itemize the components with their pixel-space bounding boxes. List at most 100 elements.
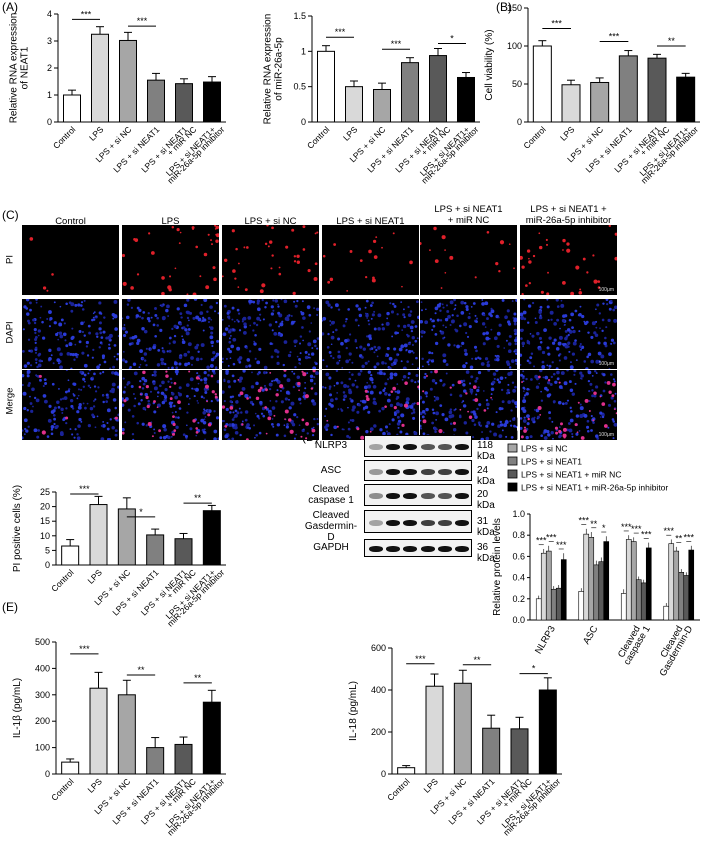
blot-band bbox=[437, 444, 452, 450]
micro-image bbox=[420, 225, 517, 295]
micro-image bbox=[122, 225, 219, 295]
micro-column-label: Control bbox=[55, 216, 86, 227]
scale-bar-label: 100μm bbox=[598, 361, 614, 367]
blot-protein-label: NLRP3 bbox=[314, 440, 348, 451]
legend-swatch bbox=[507, 469, 518, 479]
x-tick-label: LPS bbox=[421, 776, 440, 795]
blot-protein-label: Gasdermin-D bbox=[304, 521, 358, 543]
y-tick-label: 100 bbox=[507, 41, 522, 51]
bar bbox=[453, 682, 472, 775]
y-axis-label: of miR-26a-5p bbox=[274, 37, 285, 101]
significance-label: * bbox=[139, 507, 143, 517]
blot-band bbox=[420, 546, 435, 552]
micro-column-label: miR-26a-5p inhibitor bbox=[525, 215, 612, 226]
y-tick-label: 500 bbox=[35, 637, 50, 647]
micro-image bbox=[222, 225, 319, 295]
blot-band bbox=[369, 519, 383, 526]
blot-band bbox=[386, 468, 401, 475]
significance-label: *** bbox=[683, 533, 694, 543]
blot-band bbox=[455, 546, 469, 552]
y-tick-label: 0.8 bbox=[512, 530, 525, 540]
micro-column-label: LPS + si NC bbox=[244, 216, 297, 227]
significance-label: *** bbox=[641, 529, 652, 539]
blot-band bbox=[386, 493, 401, 499]
y-tick-label: 0.6 bbox=[512, 551, 525, 561]
significance-label: ** bbox=[194, 493, 202, 503]
micro-image bbox=[122, 299, 219, 369]
y-axis-label: Relative RNA expression bbox=[263, 14, 274, 125]
panel-label-a: (A) bbox=[2, 0, 18, 14]
panel-label-b: (B) bbox=[496, 0, 512, 14]
y-tick-label: 2 bbox=[47, 63, 52, 73]
micro-column-label: LPS + si NEAT1 bbox=[434, 204, 503, 215]
blot-band bbox=[386, 519, 401, 526]
micro-image bbox=[420, 370, 517, 440]
y-tick-label: 0.5 bbox=[293, 82, 306, 92]
micro-cells bbox=[222, 299, 319, 369]
y-tick-label: 5 bbox=[45, 545, 50, 555]
y-tick-label: 300 bbox=[35, 690, 50, 700]
blot-size-label: 24 kDa bbox=[477, 464, 495, 487]
y-tick-label: 15 bbox=[40, 516, 50, 526]
micro-cells bbox=[520, 299, 617, 369]
micro-cells bbox=[222, 370, 319, 440]
significance-label: *** bbox=[79, 484, 90, 494]
bar bbox=[482, 727, 501, 775]
micro-cells bbox=[22, 299, 119, 369]
blot-protein-label: GAPDH bbox=[313, 542, 349, 553]
micro-cells bbox=[420, 226, 515, 289]
y-axis-label: PI positive cells (%) bbox=[12, 485, 23, 572]
y-tick-label: 400 bbox=[371, 685, 386, 695]
micro-row-label: DAPI bbox=[4, 321, 16, 344]
significance-label: *** bbox=[335, 27, 346, 37]
blot-strip bbox=[364, 484, 472, 506]
blot-band bbox=[403, 546, 418, 552]
y-tick-label: 10 bbox=[40, 531, 50, 541]
blot-strip bbox=[364, 460, 472, 481]
blot-band bbox=[403, 468, 418, 475]
micro-image: 100μm bbox=[520, 225, 617, 295]
y-tick-label: 4 bbox=[47, 9, 52, 19]
micro-image bbox=[22, 370, 119, 440]
significance-label: ** bbox=[675, 534, 683, 544]
blot-band bbox=[455, 519, 469, 526]
blot-band bbox=[455, 468, 469, 475]
bar bbox=[510, 728, 529, 775]
micro-image bbox=[322, 370, 419, 440]
micro-cells bbox=[122, 225, 219, 295]
micro-cells bbox=[322, 299, 419, 369]
bar bbox=[397, 767, 416, 775]
legend-swatch bbox=[507, 482, 518, 492]
significance-label: * bbox=[602, 523, 606, 533]
legend-swatch bbox=[507, 456, 518, 466]
legend-label: LPS + si NEAT1 bbox=[521, 457, 582, 467]
blot-protein-label: ASC bbox=[320, 464, 342, 476]
y-tick-label: 1 bbox=[47, 90, 52, 100]
bar bbox=[538, 689, 557, 775]
y-tick-label: 3 bbox=[47, 36, 52, 46]
y-tick-label: 600 bbox=[371, 643, 386, 653]
y-axis-label: IL-18 (pg/mL) bbox=[348, 681, 359, 741]
significance-label: ** bbox=[194, 673, 202, 683]
y-tick-label: 0 bbox=[47, 117, 52, 127]
y-tick-label: 0.0 bbox=[512, 615, 525, 625]
blot-band bbox=[420, 493, 435, 499]
micro-cells bbox=[22, 370, 119, 440]
significance-label: *** bbox=[551, 19, 562, 29]
y-tick-label: 200 bbox=[35, 716, 50, 726]
blot-size-label: 31 kDa bbox=[477, 515, 495, 538]
blot-band bbox=[420, 444, 435, 450]
blot-size-label: 118 kDa bbox=[477, 440, 495, 462]
blot-strip bbox=[364, 510, 472, 533]
panel-label-c: (C) bbox=[2, 208, 19, 222]
micro-cells bbox=[322, 232, 413, 292]
blot-size-label: 20 kDa bbox=[477, 489, 495, 511]
y-axis-label: Cell viability (%) bbox=[484, 29, 495, 100]
micro-image bbox=[222, 370, 319, 440]
blot-strip bbox=[364, 539, 472, 557]
